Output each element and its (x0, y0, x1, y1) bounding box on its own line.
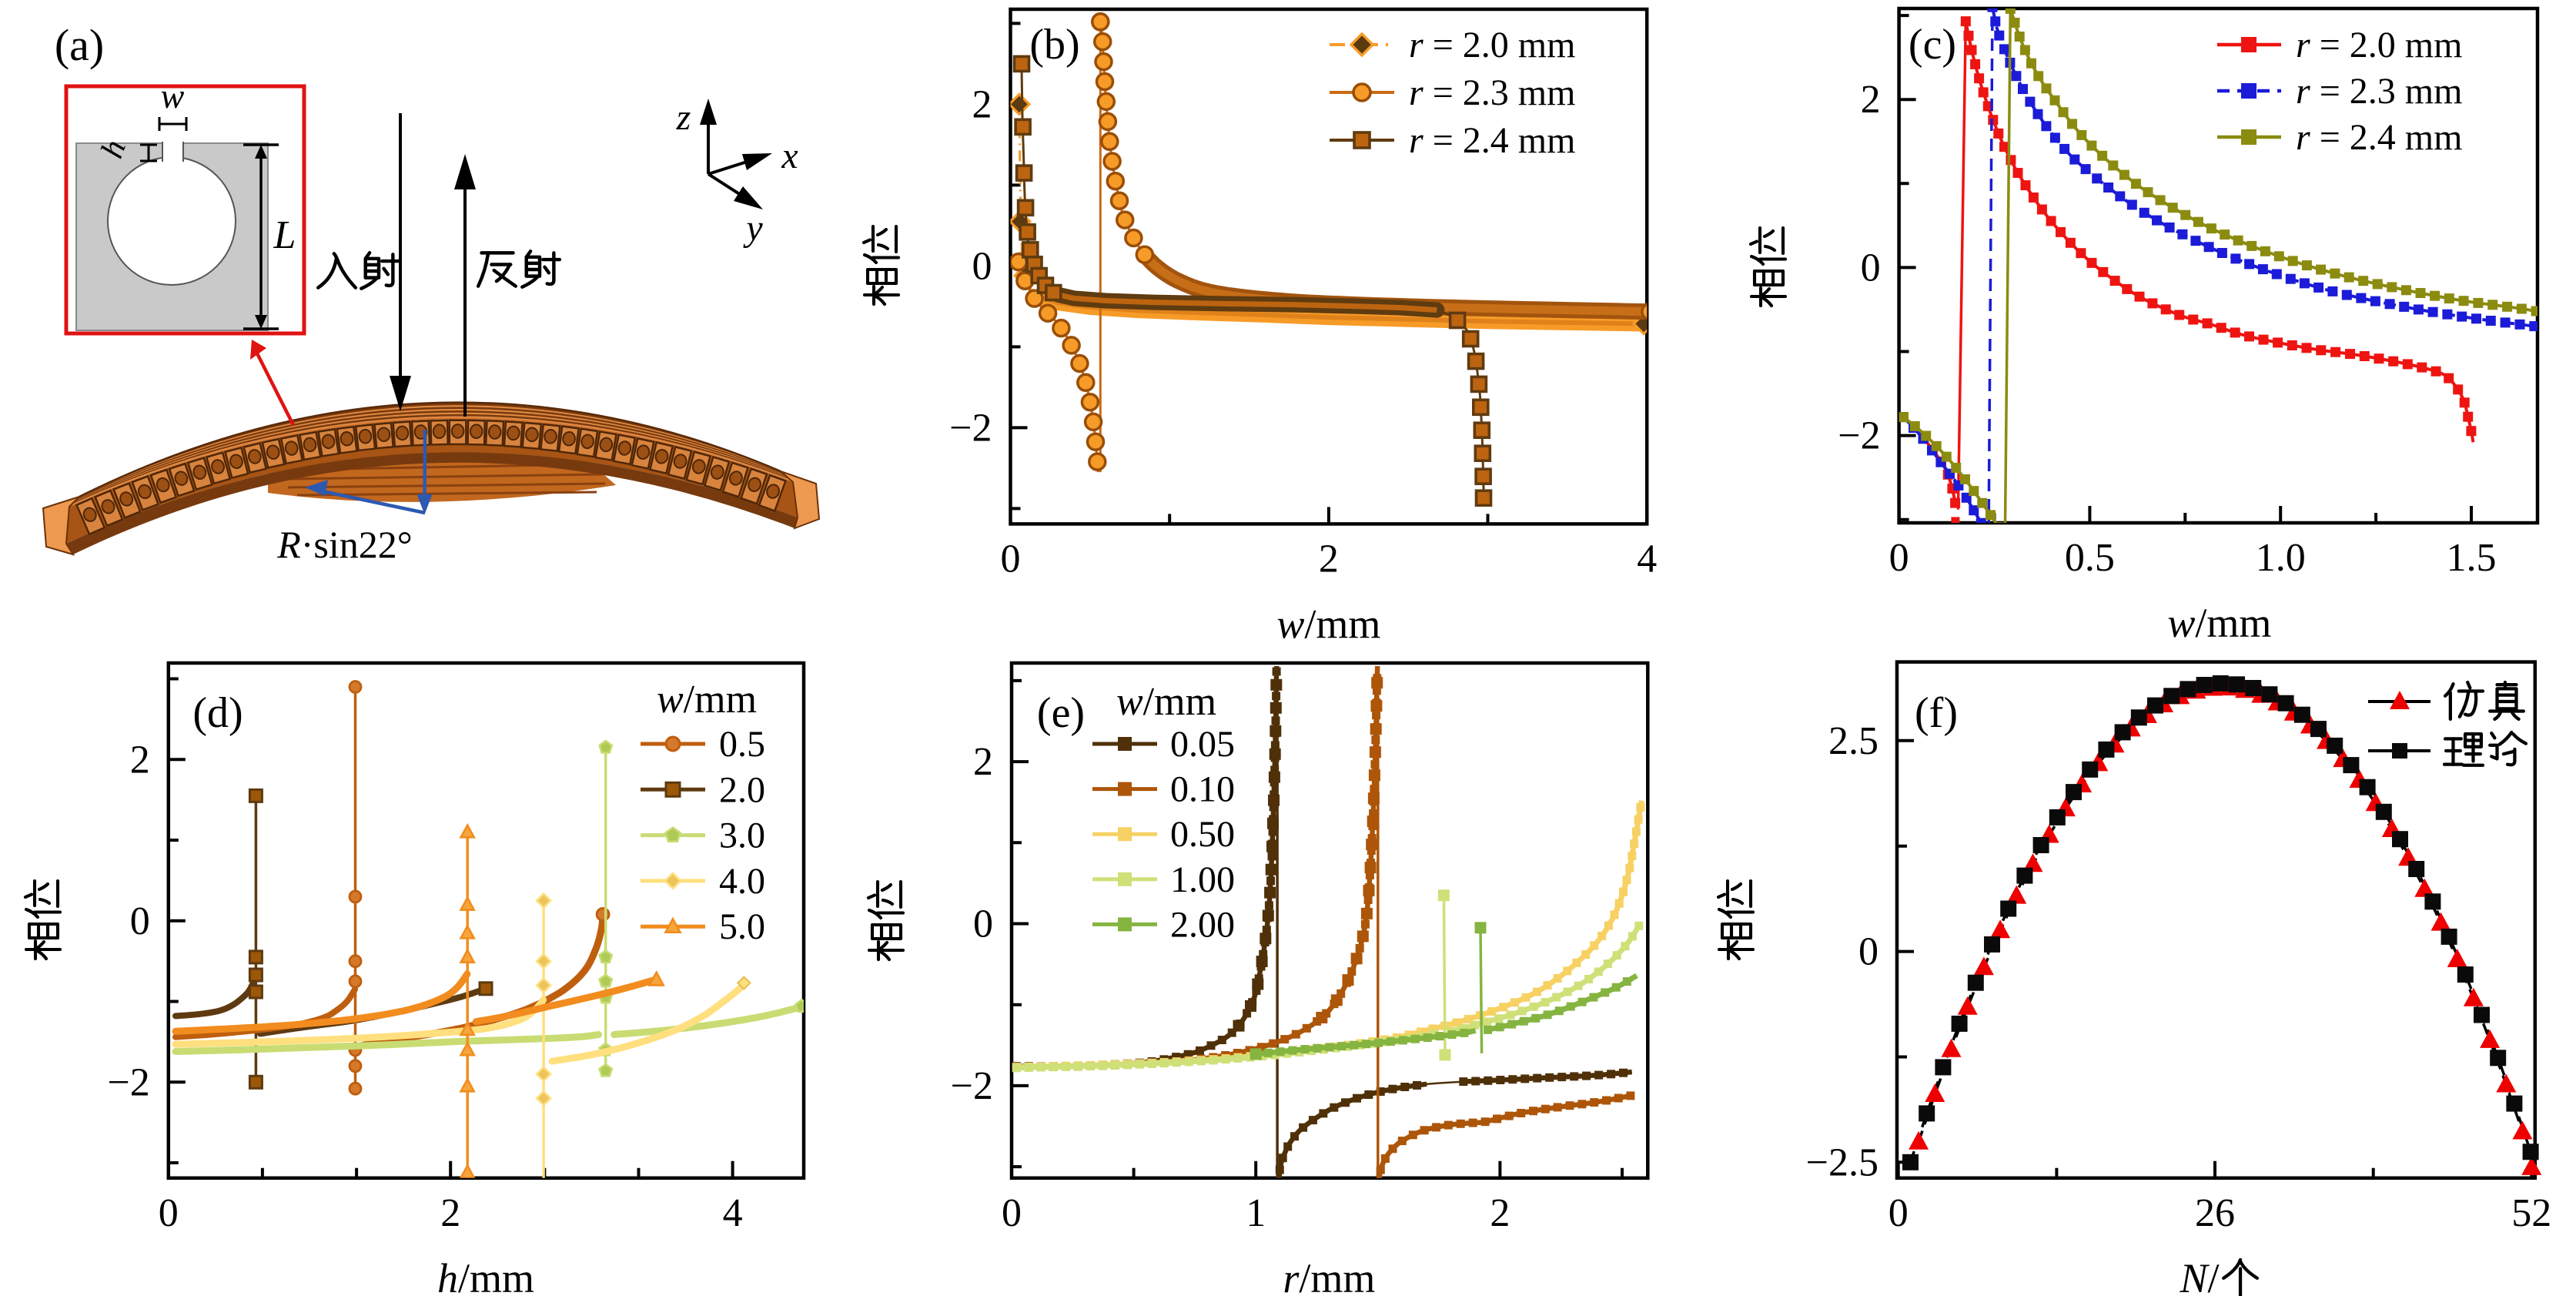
svg-text:0: 0 (1001, 537, 1021, 581)
svg-text:2: 2 (440, 1191, 460, 1235)
svg-text:2.00: 2.00 (1170, 904, 1235, 945)
svg-text:0.05: 0.05 (1170, 724, 1235, 765)
svg-text:3.0: 3.0 (719, 815, 765, 856)
svg-text:0.5: 0.5 (719, 724, 765, 765)
svg-text:r = 2.3 mm: r = 2.3 mm (1409, 72, 1575, 113)
svg-text:−2.5: −2.5 (1806, 1140, 1878, 1184)
svg-text:4: 4 (723, 1191, 743, 1235)
svg-text:r/mm: r/mm (1283, 1255, 1375, 1296)
svg-text:(c): (c) (1909, 21, 1956, 69)
svg-text:0: 0 (1889, 536, 1909, 580)
svg-text:2: 2 (973, 740, 993, 784)
svg-text:1.0: 1.0 (2256, 536, 2306, 580)
svg-text:−2: −2 (951, 1064, 993, 1108)
svg-text:x: x (781, 136, 798, 176)
svg-text:(f): (f) (1915, 689, 1958, 737)
svg-text:0: 0 (130, 899, 150, 943)
svg-text:−2: −2 (1838, 414, 1880, 458)
svg-text:(a): (a) (55, 20, 104, 70)
svg-text:R·sin22°: R·sin22° (276, 523, 413, 566)
svg-text:L: L (273, 213, 296, 257)
svg-text:(d): (d) (192, 689, 243, 737)
svg-text:0.50: 0.50 (1170, 814, 1235, 855)
svg-text:4.0: 4.0 (719, 861, 765, 902)
svg-text:w/mm: w/mm (1276, 601, 1380, 647)
svg-text:1: 1 (1246, 1191, 1266, 1235)
svg-text:r = 2.4 mm: r = 2.4 mm (2296, 117, 2462, 158)
svg-text:2: 2 (130, 738, 150, 782)
svg-text:0: 0 (1858, 930, 1878, 974)
svg-text:r = 2.0 mm: r = 2.0 mm (1409, 25, 1575, 65)
svg-text:w/mm: w/mm (657, 678, 757, 722)
svg-text:52: 52 (2511, 1191, 2551, 1235)
svg-text:0: 0 (972, 244, 992, 288)
svg-text:5.0: 5.0 (719, 906, 765, 947)
svg-text:0: 0 (1002, 1191, 1022, 1235)
svg-text:2.5: 2.5 (1828, 719, 1878, 763)
svg-text:r = 2.0 mm: r = 2.0 mm (2296, 25, 2462, 65)
svg-text:1.00: 1.00 (1170, 859, 1235, 900)
svg-text:0: 0 (159, 1191, 179, 1235)
svg-text:N/: N/ (2179, 1255, 2219, 1296)
svg-text:r = 2.3 mm: r = 2.3 mm (2296, 71, 2462, 112)
svg-text:2: 2 (1490, 1191, 1510, 1235)
svg-text:y: y (742, 208, 763, 249)
svg-text:w/mm: w/mm (1116, 680, 1216, 724)
svg-text:0.10: 0.10 (1170, 769, 1235, 810)
svg-text:1.5: 1.5 (2447, 536, 2497, 580)
svg-text:2.0: 2.0 (719, 769, 765, 810)
svg-text:−2: −2 (107, 1060, 149, 1104)
svg-text:(b): (b) (1029, 21, 1079, 69)
svg-text:0: 0 (1889, 1191, 1909, 1235)
svg-text:w: w (161, 76, 185, 116)
svg-text:h/mm: h/mm (437, 1255, 534, 1296)
svg-text:4: 4 (1637, 537, 1657, 581)
svg-text:26: 26 (2195, 1191, 2235, 1235)
svg-text:0: 0 (1861, 246, 1881, 290)
svg-text:w/mm: w/mm (2167, 600, 2271, 646)
svg-text:0.5: 0.5 (2065, 536, 2115, 580)
svg-text:−2: −2 (949, 406, 992, 450)
svg-text:2: 2 (1319, 537, 1339, 581)
svg-text:2: 2 (1861, 78, 1881, 122)
svg-text:r = 2.4 mm: r = 2.4 mm (1409, 120, 1575, 161)
svg-text:2: 2 (972, 82, 992, 126)
svg-text:z: z (676, 97, 691, 138)
svg-text:(e): (e) (1037, 689, 1085, 737)
svg-text:0: 0 (973, 903, 993, 946)
